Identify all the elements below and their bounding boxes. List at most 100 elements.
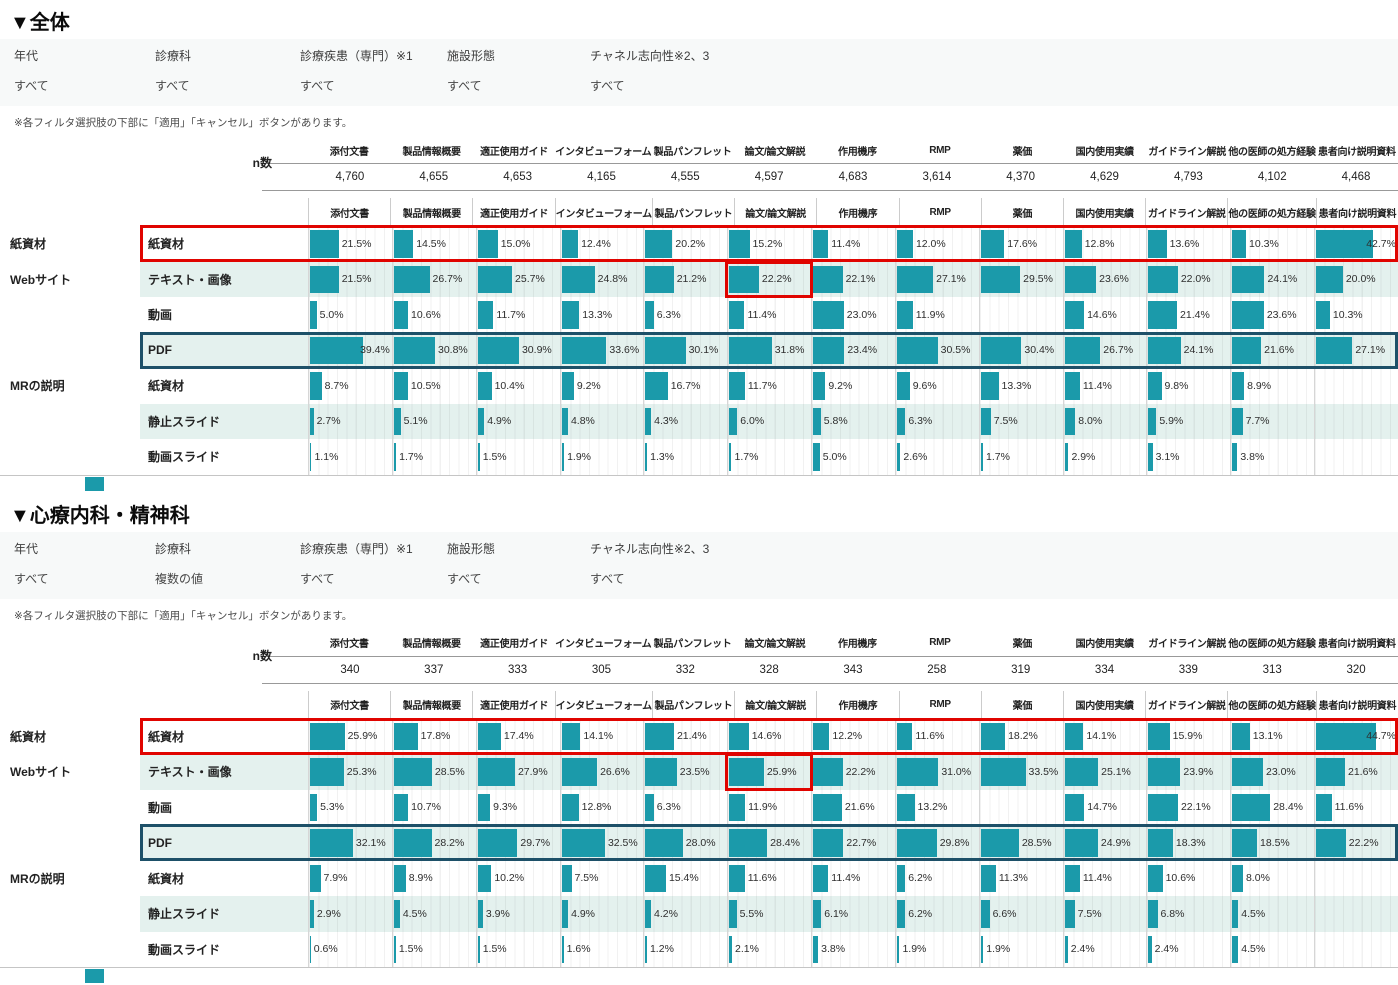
bar[interactable] — [897, 794, 915, 822]
bar[interactable] — [478, 301, 494, 329]
bar[interactable] — [562, 337, 607, 365]
bar[interactable] — [394, 372, 408, 400]
bar[interactable] — [813, 408, 821, 436]
filter-value-dropdown[interactable]: すべて — [590, 77, 1398, 94]
bar[interactable] — [897, 758, 938, 786]
bar[interactable] — [729, 900, 736, 928]
bar[interactable] — [1065, 936, 1068, 964]
bar[interactable] — [310, 443, 311, 471]
bar[interactable] — [897, 900, 905, 928]
bar[interactable] — [1232, 865, 1243, 893]
bar[interactable] — [897, 230, 913, 258]
bar[interactable] — [645, 337, 685, 365]
bar[interactable] — [310, 829, 353, 857]
bar[interactable] — [1148, 266, 1177, 294]
bar[interactable] — [1232, 372, 1244, 400]
bar[interactable] — [813, 443, 820, 471]
bar[interactable] — [729, 230, 749, 258]
bar[interactable] — [394, 443, 396, 471]
bar[interactable] — [310, 794, 317, 822]
bar[interactable] — [981, 936, 984, 964]
bar[interactable] — [897, 372, 910, 400]
bar[interactable] — [897, 408, 905, 436]
bar[interactable] — [1232, 443, 1237, 471]
bar[interactable] — [310, 865, 321, 893]
bar[interactable] — [394, 758, 432, 786]
bar[interactable] — [645, 829, 682, 857]
bar[interactable] — [645, 794, 653, 822]
bar[interactable] — [310, 936, 311, 964]
bar[interactable] — [562, 794, 579, 822]
bar[interactable] — [813, 230, 828, 258]
bar[interactable] — [897, 829, 937, 857]
bar[interactable] — [310, 337, 363, 365]
filter-value-dropdown[interactable]: すべて — [14, 77, 155, 94]
bar[interactable] — [981, 372, 999, 400]
bar[interactable] — [897, 723, 912, 751]
bar[interactable] — [645, 758, 676, 786]
bar[interactable] — [478, 266, 512, 294]
bar[interactable] — [981, 829, 1019, 857]
bar[interactable] — [1316, 266, 1343, 294]
bar[interactable] — [1316, 794, 1331, 822]
bar[interactable] — [478, 865, 492, 893]
bar[interactable] — [310, 723, 345, 751]
bar[interactable] — [813, 337, 844, 365]
bar[interactable] — [813, 723, 829, 751]
bar[interactable] — [1232, 266, 1264, 294]
bar[interactable] — [1316, 758, 1345, 786]
bar[interactable] — [1065, 408, 1076, 436]
bar[interactable] — [897, 865, 905, 893]
bar[interactable] — [562, 900, 569, 928]
bar[interactable] — [981, 230, 1005, 258]
bar[interactable] — [981, 443, 983, 471]
bar[interactable] — [562, 230, 579, 258]
bar[interactable] — [981, 758, 1026, 786]
bar[interactable] — [897, 301, 913, 329]
bar[interactable] — [981, 408, 991, 436]
bar[interactable] — [645, 900, 651, 928]
bar[interactable] — [1065, 829, 1098, 857]
bar[interactable] — [813, 794, 842, 822]
bar[interactable] — [478, 900, 483, 928]
bar[interactable] — [478, 758, 515, 786]
bar[interactable] — [478, 829, 518, 857]
bar[interactable] — [813, 301, 844, 329]
bar[interactable] — [1232, 723, 1250, 751]
bar[interactable] — [394, 865, 406, 893]
bar[interactable] — [1065, 758, 1099, 786]
bar[interactable] — [645, 865, 666, 893]
bar[interactable] — [394, 829, 432, 857]
bar[interactable] — [1148, 301, 1177, 329]
bar[interactable] — [813, 900, 821, 928]
bar[interactable] — [1148, 829, 1172, 857]
bar[interactable] — [1316, 301, 1330, 329]
bar[interactable] — [1065, 794, 1085, 822]
bar[interactable] — [562, 301, 580, 329]
filter-value-dropdown[interactable]: すべて — [155, 77, 300, 94]
bar[interactable] — [478, 936, 480, 964]
bar[interactable] — [1232, 758, 1263, 786]
bar[interactable] — [1065, 443, 1069, 471]
bar[interactable] — [562, 408, 568, 436]
filter-value-dropdown[interactable]: 複数の値 — [155, 570, 300, 587]
bar[interactable] — [1148, 372, 1161, 400]
filter-value-dropdown[interactable]: すべて — [447, 77, 590, 94]
bar[interactable] — [394, 936, 396, 964]
bar[interactable] — [562, 266, 595, 294]
bar[interactable] — [813, 758, 843, 786]
bar[interactable] — [1232, 936, 1238, 964]
bar[interactable] — [1065, 266, 1097, 294]
bar[interactable] — [1232, 337, 1261, 365]
bar[interactable] — [645, 230, 672, 258]
bar[interactable] — [562, 758, 598, 786]
bar[interactable] — [897, 936, 900, 964]
bar[interactable] — [1232, 900, 1238, 928]
bar[interactable] — [729, 936, 732, 964]
bar[interactable] — [310, 230, 339, 258]
bar[interactable] — [1065, 865, 1080, 893]
bar[interactable] — [1148, 936, 1151, 964]
bar[interactable] — [729, 794, 745, 822]
bar[interactable] — [478, 794, 490, 822]
bar[interactable] — [478, 723, 501, 751]
